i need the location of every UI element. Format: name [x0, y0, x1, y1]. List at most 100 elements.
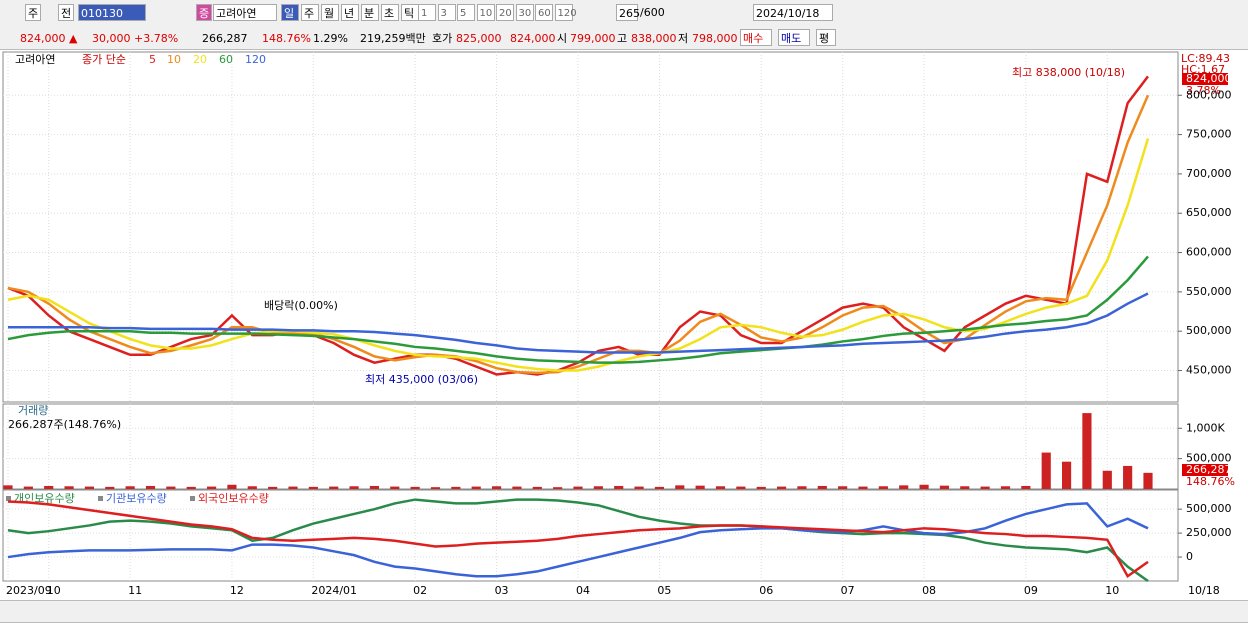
code[interactable]: 010130 — [78, 4, 146, 21]
interval-button[interactable]: 60 — [535, 4, 553, 21]
y-tick-label: 700,000 — [1186, 167, 1232, 180]
volume-bar — [166, 486, 176, 489]
interval-button[interactable]: 30 — [515, 4, 534, 21]
volume-bar — [84, 486, 95, 489]
x-tick-label: 09 — [1024, 584, 1038, 597]
interval-button[interactable]: 1 — [418, 4, 436, 21]
volume-bar — [430, 487, 441, 489]
volume-bar — [1123, 465, 1133, 489]
stock-legend: 고려아연 — [15, 53, 55, 66]
volume-bar — [268, 486, 278, 489]
y-tick-label: 500,000 — [1186, 452, 1232, 465]
period-button[interactable]: 초 — [381, 4, 399, 21]
volume-bar — [491, 486, 502, 489]
interval-button[interactable]: 5 — [457, 4, 475, 21]
volume-bar — [23, 486, 33, 489]
bid: 824,000 — [510, 32, 556, 45]
low-label: 저 — [678, 32, 689, 45]
prev[interactable]: 전 — [58, 4, 74, 21]
last-volume-box — [1182, 464, 1228, 476]
low-annotation: 최저 435,000 (03/06) — [365, 373, 478, 386]
last-volume-rate: 148.76% — [1186, 475, 1235, 488]
last-price: 824,000 — [1186, 72, 1232, 85]
period-button[interactable]: 월 — [321, 4, 339, 21]
x-tick-label: 2023/09 — [6, 584, 52, 597]
volume-bar — [227, 484, 237, 489]
interval-button[interactable]: 20 — [496, 4, 514, 21]
y-tick-label: 550,000 — [1186, 285, 1232, 298]
volume-bar — [125, 486, 135, 489]
volume-bar — [64, 486, 74, 489]
volume-bar — [1021, 485, 1031, 489]
ask-label: 호가 — [432, 32, 453, 45]
volume-bar — [532, 486, 542, 489]
volume-bar — [715, 486, 726, 489]
quote-bar: 824,000 ▲ 30,000 +3.78% 266,287 148.76% … — [0, 27, 1248, 50]
volume-bar — [105, 486, 115, 489]
indicator: LC:89.43 — [1181, 52, 1230, 65]
legend-entry: 10 — [167, 53, 181, 66]
volume-bar — [858, 486, 868, 489]
legend-swatch — [98, 496, 103, 501]
volume-bar — [206, 486, 217, 489]
x-tick-label: 11 — [128, 584, 142, 597]
volume-bar — [573, 486, 583, 489]
legend-entry: 외국인보유수량 — [198, 492, 269, 505]
change: 30,000 — [92, 32, 131, 45]
interval-button[interactable]: 3 — [437, 4, 456, 21]
stock-name[interactable]: 고려아연 — [213, 4, 277, 21]
volume-bar — [410, 486, 420, 489]
date[interactable]: 2024/10/18 — [753, 4, 833, 21]
volume-bar — [308, 486, 318, 489]
period-button[interactable]: 주 — [301, 4, 319, 21]
volume-bar — [980, 486, 990, 489]
volume-bar — [675, 485, 685, 489]
legend-title: 종가 단순 — [82, 53, 126, 66]
volume-bar — [349, 486, 359, 489]
scrollbar[interactable] — [0, 600, 1248, 623]
volume-bar — [614, 485, 624, 489]
market[interactable]: 주 — [25, 4, 41, 21]
x-tick-label: 2024/01 — [311, 584, 357, 597]
x-tick-label: 02 — [413, 584, 427, 597]
volume-bar — [1102, 470, 1112, 489]
indicator: HC:1.67 — [1181, 63, 1225, 76]
volume-bar — [186, 486, 196, 489]
volume-bar — [1000, 486, 1011, 489]
ask: 825,000 — [456, 32, 502, 45]
x-tick-label: 04 — [576, 584, 590, 597]
y-tick-label: 250,000 — [1186, 526, 1232, 539]
legend-entry: 20 — [193, 53, 207, 66]
high-label: 고 — [617, 32, 628, 45]
series-line — [8, 292, 1149, 354]
y-tick-label: 1,000K — [1186, 421, 1225, 434]
interval-button[interactable]: 120 — [554, 4, 577, 21]
x-tick-label: 05 — [657, 584, 671, 597]
y-tick-label: 600,000 — [1186, 246, 1232, 259]
high-annotation: 최고 838,000 (10/18) — [1012, 66, 1125, 79]
interval-button[interactable]: 10 — [476, 4, 495, 21]
volume-bar — [939, 485, 950, 489]
period-button[interactable]: 틱 — [401, 4, 419, 21]
buy-button[interactable]: 매수 — [740, 29, 772, 46]
volume-bar — [44, 485, 54, 489]
x-tick-label: 06 — [759, 584, 773, 597]
legend-entry: 60 — [219, 53, 233, 66]
volume-panel — [2, 403, 1179, 490]
y-tick-label: 750,000 — [1186, 128, 1232, 141]
x-tick-label: 07 — [841, 584, 855, 597]
period-button[interactable]: 일 — [281, 4, 299, 21]
last-change: 3.78% — [1186, 84, 1221, 97]
avg-button[interactable]: 평 — [816, 29, 836, 46]
dividend-annotation: 배당락(0.00%) — [264, 299, 338, 312]
period-button[interactable]: 분 — [361, 4, 379, 21]
sell-button[interactable]: 매도 — [778, 29, 810, 46]
y-tick-label: 450,000 — [1186, 364, 1232, 377]
period-button[interactable]: 년 — [341, 4, 359, 21]
volume-bar — [960, 486, 970, 489]
count[interactable]: 265 — [616, 4, 640, 21]
volume-title: 거래량 — [18, 404, 48, 417]
y-tick-label: 500,000 — [1186, 324, 1232, 337]
volume-bar — [919, 484, 929, 489]
